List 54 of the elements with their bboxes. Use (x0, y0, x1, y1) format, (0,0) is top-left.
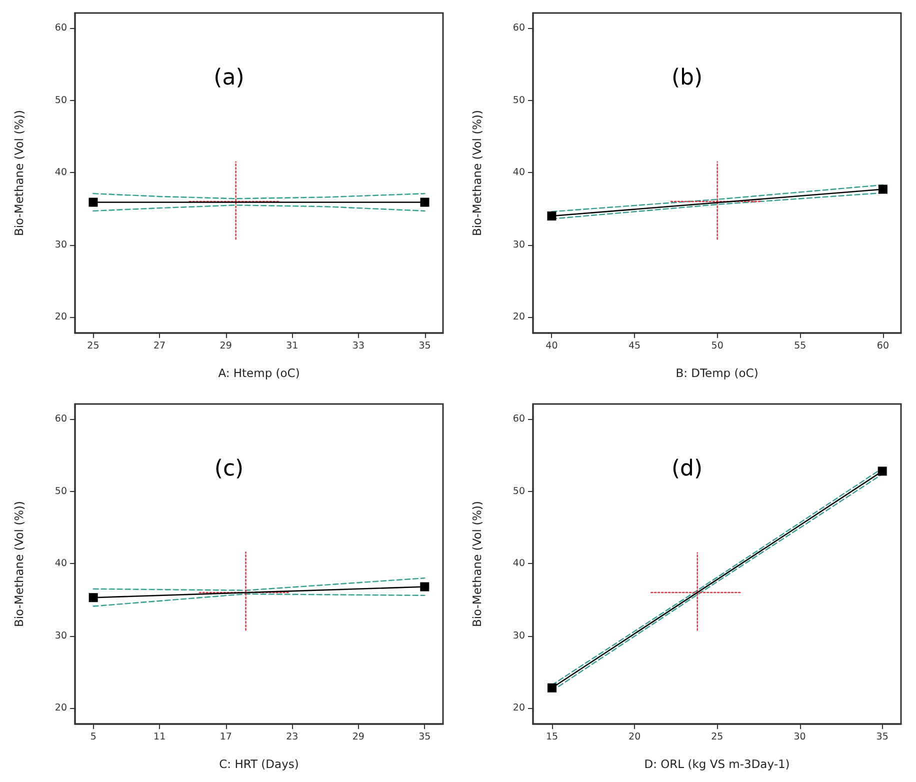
y-tick-label: 40 (54, 558, 67, 570)
x-tick-label: 29 (220, 340, 232, 352)
x-tick-label: 11 (154, 732, 166, 742)
y-tick-label: 40 (54, 167, 67, 178)
y-tick-label: 20 (512, 702, 525, 714)
y-tick-label: 50 (54, 94, 67, 106)
y-tick-label: 40 (512, 167, 525, 178)
y-tick-label: 60 (54, 414, 67, 425)
text: (c) (214, 456, 244, 482)
y-tick-label: 50 (512, 94, 525, 106)
x-tick-label: 40 (546, 340, 558, 352)
x-tick-label: 35 (876, 732, 888, 742)
x-axis-title: A: Htemp (oC) (218, 366, 300, 380)
x-tick-label: 25 (87, 340, 100, 352)
text: (b) (671, 66, 703, 90)
x-tick-label: 33 (352, 340, 365, 352)
y-tick-label: 30 (54, 239, 67, 250)
y-tick-label: 30 (54, 630, 67, 642)
x-tick-label: 5 (90, 732, 96, 742)
x-tick-label: 20 (628, 732, 641, 742)
y-axis-title: Bio-Methane (Vol (%)) (12, 110, 26, 236)
x-tick-label: 35 (418, 732, 431, 742)
y-tick-label: 60 (512, 22, 525, 34)
x-tick-label: 55 (794, 340, 806, 352)
x-tick-label: 60 (876, 340, 889, 352)
y-tick-label: 60 (54, 22, 67, 34)
x-tick-label: 15 (546, 732, 558, 742)
x-tick-label: 45 (628, 340, 641, 352)
y-axis-title: Bio-Methane (Vol (%)) (470, 500, 484, 628)
text: (d) (671, 456, 703, 482)
x-tick-label: 17 (220, 732, 232, 742)
y-tick-label: 30 (512, 239, 525, 250)
x-tick-label: 30 (794, 732, 806, 742)
text: (a) (214, 66, 244, 90)
x-tick-label: 23 (286, 732, 298, 742)
x-tick-label: 50 (711, 340, 724, 352)
y-axis-title: Bio-Methane (Vol (%)) (470, 110, 484, 236)
y-tick-label: 20 (512, 312, 525, 323)
y-tick-label: 50 (54, 486, 67, 497)
x-tick-label: 31 (286, 340, 298, 352)
y-tick-label: 20 (54, 312, 67, 323)
y-axis-title: Bio-Methane (Vol (%)) (12, 500, 26, 628)
x-axis-title: B: DTemp (oC) (676, 366, 758, 380)
x-tick-label: 35 (418, 340, 431, 352)
y-tick-label: 50 (512, 486, 525, 497)
x-tick-label: 27 (153, 340, 166, 352)
y-tick-label: 20 (54, 702, 67, 714)
x-axis-title: D: ORL (kg VS m-3Day-1) (644, 757, 790, 771)
x-tick-label: 29 (352, 732, 364, 742)
y-tick-label: 30 (512, 630, 525, 642)
y-tick-label: 40 (512, 558, 525, 570)
y-tick-label: 60 (512, 414, 525, 425)
x-axis-title: C: HRT (Days) (219, 757, 299, 771)
x-tick-label: 25 (711, 732, 724, 742)
